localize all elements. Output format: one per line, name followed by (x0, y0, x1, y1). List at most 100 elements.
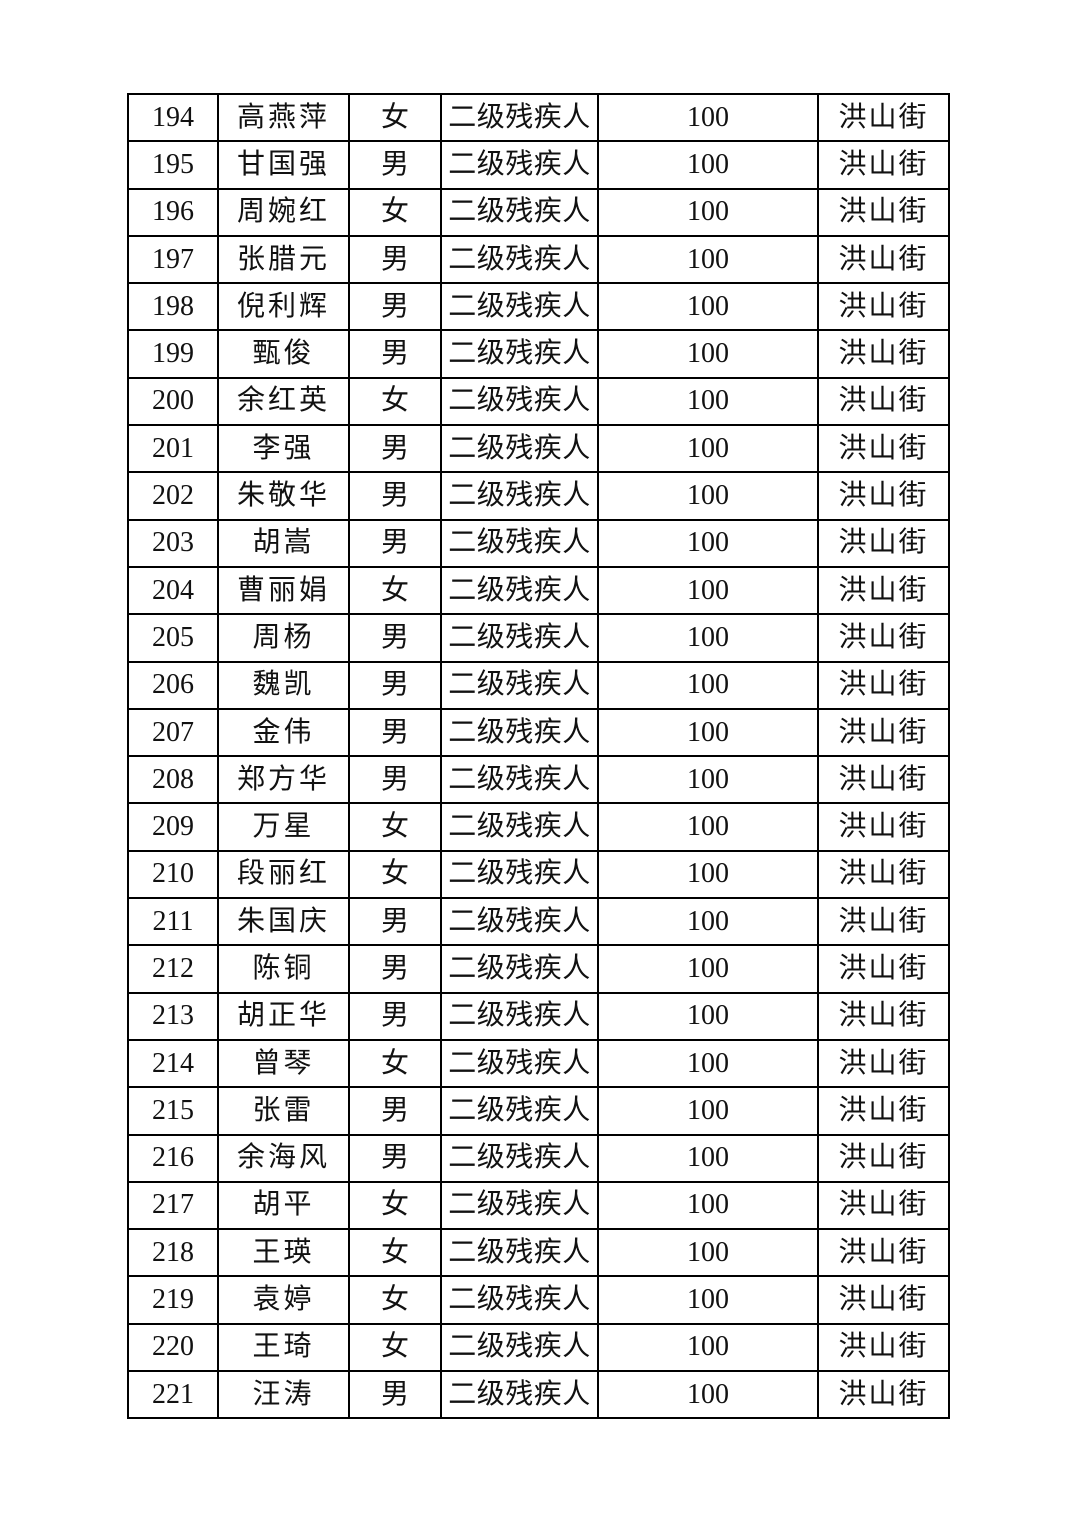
cell-no: 195 (127, 140, 219, 190)
cell-amount: 100 (597, 1228, 819, 1278)
cell-name: 汪涛 (217, 1370, 350, 1420)
cell-gender: 男 (348, 471, 442, 521)
cell-amount: 100 (597, 424, 819, 474)
cell-gender: 女 (348, 802, 442, 852)
cell-name: 魏凯 (217, 660, 350, 710)
cell-name: 曾琴 (217, 1038, 350, 1089)
cell-street: 洪山街 (817, 471, 950, 521)
cell-street: 洪山街 (817, 1370, 950, 1420)
cell-name: 胡平 (217, 1180, 350, 1231)
table-row: 220 王琦女二级残疾人 100 洪山街 (127, 1322, 950, 1373)
cell-no: 197 (127, 234, 219, 285)
cell-name: 袁婷 (217, 1275, 350, 1325)
cell-gender: 女 (348, 376, 442, 427)
table-row: 216 余海风男二级残疾人 100 洪山街 (127, 1133, 950, 1183)
cell-no: 199 (127, 329, 219, 379)
table-row: 204 曹丽娟女二级残疾人 100 洪山街 (127, 565, 950, 616)
cell-amount: 100 (597, 282, 819, 332)
cell-name: 李强 (217, 424, 350, 474)
cell-gender: 男 (348, 1133, 442, 1183)
cell-street: 洪山街 (817, 944, 950, 994)
table-row: 203 胡嵩男二级残疾人 100 洪山街 (127, 518, 950, 568)
cell-category: 二级残疾人 (440, 755, 599, 805)
cell-amount: 100 (597, 613, 819, 663)
cell-amount: 100 (597, 897, 819, 947)
cell-name: 段丽红 (217, 849, 350, 900)
cell-street: 洪山街 (817, 187, 950, 237)
cell-name: 甄俊 (217, 329, 350, 379)
cell-gender: 男 (348, 613, 442, 663)
table-row: 212 陈铜男二级残疾人 100 洪山街 (127, 944, 950, 994)
table-row: 208 郑方华男二级残疾人 100 洪山街 (127, 755, 950, 805)
cell-street: 洪山街 (817, 234, 950, 285)
table-row: 199 甄俊男二级残疾人 100 洪山街 (127, 329, 950, 379)
cell-street: 洪山街 (817, 613, 950, 663)
cell-gender: 男 (348, 1086, 442, 1136)
cell-gender: 男 (348, 707, 442, 758)
cell-street: 洪山街 (817, 1180, 950, 1231)
table-row: 194 高燕萍女二级残疾人 100 洪山街 (127, 92, 950, 143)
cell-name: 胡正华 (217, 991, 350, 1041)
cell-category: 二级残疾人 (440, 234, 599, 285)
cell-street: 洪山街 (817, 282, 950, 332)
cell-category: 二级残疾人 (440, 471, 599, 521)
table-row: 200 余红英女二级残疾人 100 洪山街 (127, 376, 950, 427)
cell-gender: 男 (348, 1370, 442, 1420)
cell-gender: 男 (348, 755, 442, 805)
cell-no: 201 (127, 424, 219, 474)
cell-category: 二级残疾人 (440, 282, 599, 332)
cell-amount: 100 (597, 1275, 819, 1325)
cell-street: 洪山街 (817, 1275, 950, 1325)
cell-amount: 100 (597, 518, 819, 568)
cell-name: 周杨 (217, 613, 350, 663)
cell-amount: 100 (597, 991, 819, 1041)
table-row: 195 甘国强男二级残疾人 100 洪山街 (127, 140, 950, 190)
cell-gender: 男 (348, 329, 442, 379)
cell-category: 二级残疾人 (440, 660, 599, 710)
cell-category: 二级残疾人 (440, 1038, 599, 1089)
cell-amount: 100 (597, 660, 819, 710)
cell-street: 洪山街 (817, 518, 950, 568)
cell-name: 倪利辉 (217, 282, 350, 332)
table-row: 221 汪涛男二级残疾人 100 洪山街 (127, 1370, 950, 1420)
cell-gender: 男 (348, 424, 442, 474)
table-row: 214 曾琴女二级残疾人 100 洪山街 (127, 1038, 950, 1089)
cell-street: 洪山街 (817, 660, 950, 710)
table-row: 213 胡正华男二级残疾人 100 洪山街 (127, 991, 950, 1041)
cell-street: 洪山街 (817, 1133, 950, 1183)
cell-gender: 女 (348, 1228, 442, 1278)
cell-no: 211 (127, 897, 219, 947)
cell-gender: 男 (348, 897, 442, 947)
cell-category: 二级残疾人 (440, 944, 599, 994)
cell-no: 207 (127, 707, 219, 758)
cell-gender: 男 (348, 234, 442, 285)
cell-no: 219 (127, 1275, 219, 1325)
cell-street: 洪山街 (817, 991, 950, 1041)
cell-amount: 100 (597, 92, 819, 143)
cell-gender: 女 (348, 849, 442, 900)
cell-no: 208 (127, 755, 219, 805)
cell-category: 二级残疾人 (440, 1322, 599, 1373)
cell-amount: 100 (597, 329, 819, 379)
cell-street: 洪山街 (817, 424, 950, 474)
cell-category: 二级残疾人 (440, 329, 599, 379)
cell-amount: 100 (597, 755, 819, 805)
cell-no: 206 (127, 660, 219, 710)
cell-name: 张雷 (217, 1086, 350, 1136)
cell-street: 洪山街 (817, 1086, 950, 1136)
table-body: 194 高燕萍女二级残疾人 100 洪山街 195 甘国强男二级残疾人 100 洪山街 196 周… (127, 92, 950, 1420)
cell-category: 二级残疾人 (440, 897, 599, 947)
cell-street: 洪山街 (817, 755, 950, 805)
cell-street: 洪山街 (817, 565, 950, 616)
cell-gender: 男 (348, 660, 442, 710)
cell-name: 胡嵩 (217, 518, 350, 568)
cell-name: 万星 (217, 802, 350, 852)
cell-category: 二级残疾人 (440, 1275, 599, 1325)
cell-category: 二级残疾人 (440, 518, 599, 568)
cell-no: 221 (127, 1370, 219, 1420)
cell-gender: 女 (348, 92, 442, 143)
cell-category: 二级残疾人 (440, 613, 599, 663)
cell-gender: 女 (348, 565, 442, 616)
cell-category: 二级残疾人 (440, 991, 599, 1041)
cell-no: 212 (127, 944, 219, 994)
